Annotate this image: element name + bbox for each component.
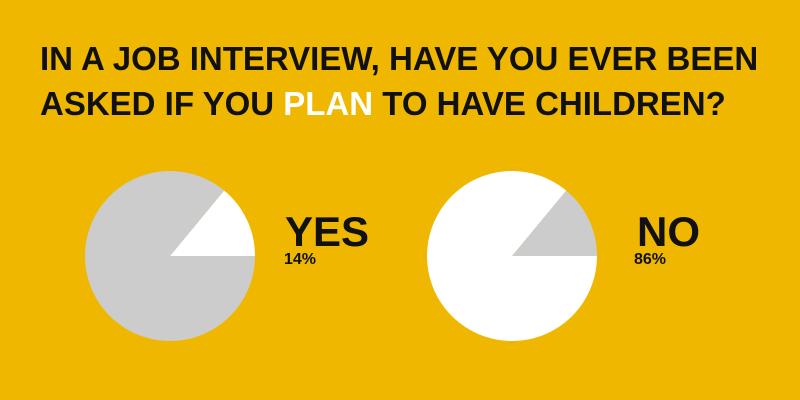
- title-part: ASKED IF YOU: [40, 85, 274, 122]
- pie-slice: [85, 170, 255, 341]
- pie-slice: [512, 190, 597, 256]
- title-line: IN A JOB INTERVIEW, HAVE YOU EVER BEEN: [40, 40, 758, 77]
- percent-label: 86%: [634, 251, 666, 268]
- title-line: ASKED IF YOU PLAN TO HAVE CHILDREN?: [40, 85, 726, 122]
- percent-label: 14%: [284, 251, 316, 268]
- answer-label: YES: [285, 208, 369, 255]
- answer-label: NO: [637, 208, 700, 255]
- pie-slice: [170, 190, 255, 256]
- title-part: TO HAVE CHILDREN?: [382, 85, 725, 122]
- pie-slice: [426, 170, 597, 341]
- title-highlight: PLAN: [283, 85, 373, 122]
